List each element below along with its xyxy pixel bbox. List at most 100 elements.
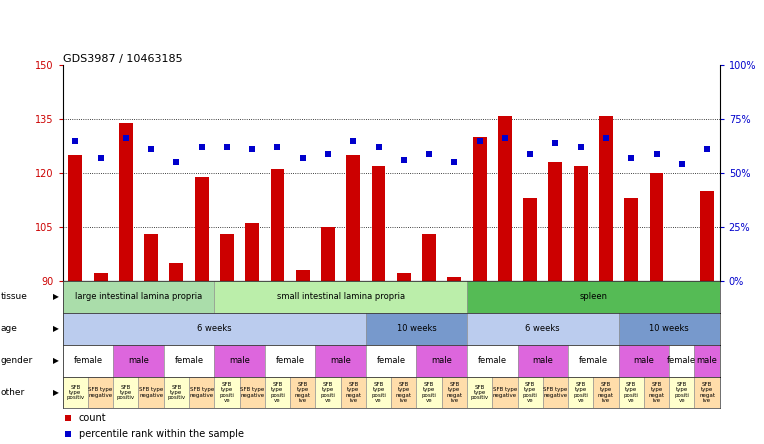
Bar xyxy=(214,281,467,313)
Text: ▶: ▶ xyxy=(53,324,59,333)
Point xyxy=(600,135,612,142)
Text: SFB
type
negat
ive: SFB type negat ive xyxy=(446,382,462,403)
Text: SFB
type
negat
ive: SFB type negat ive xyxy=(295,382,311,403)
Bar xyxy=(195,177,209,281)
Text: male: male xyxy=(633,356,654,365)
Bar xyxy=(316,345,366,377)
Bar xyxy=(220,234,234,281)
Text: SFB type
negative: SFB type negative xyxy=(493,387,517,398)
Bar xyxy=(517,345,568,377)
Text: female: female xyxy=(73,356,102,365)
Bar xyxy=(240,377,265,408)
Bar xyxy=(321,227,335,281)
Bar xyxy=(467,345,517,377)
Point xyxy=(196,143,208,151)
Text: ▶: ▶ xyxy=(53,388,59,397)
Text: other: other xyxy=(1,388,25,397)
Text: SFB
type
negat
ive: SFB type negat ive xyxy=(649,382,665,403)
Text: SFB
type
negat
ive: SFB type negat ive xyxy=(396,382,412,403)
Bar xyxy=(68,155,83,281)
Bar xyxy=(416,345,467,377)
Text: male: male xyxy=(229,356,250,365)
Point xyxy=(625,155,637,162)
Bar xyxy=(568,345,619,377)
Text: SFB
type
positi
ve: SFB type positi ve xyxy=(675,382,689,403)
Bar xyxy=(270,169,284,281)
Text: SFB
type
positi
ve: SFB type positi ve xyxy=(523,382,538,403)
Bar xyxy=(523,198,537,281)
Point xyxy=(62,414,74,421)
Point xyxy=(95,155,107,162)
Text: female: female xyxy=(276,356,305,365)
Bar xyxy=(619,313,720,345)
Point xyxy=(296,155,309,162)
Bar xyxy=(290,377,316,408)
Text: SFB
type
positiv: SFB type positiv xyxy=(471,385,489,400)
Bar xyxy=(94,274,108,281)
Bar xyxy=(599,115,613,281)
Text: SFB
type
positi
ve: SFB type positi ve xyxy=(573,382,588,403)
Text: SFB type
negative: SFB type negative xyxy=(139,387,163,398)
Text: age: age xyxy=(1,324,18,333)
Bar xyxy=(694,345,720,377)
Text: SFB
type
positi
ve: SFB type positi ve xyxy=(270,382,285,403)
Point xyxy=(474,137,486,144)
Text: female: female xyxy=(667,356,696,365)
Bar xyxy=(113,377,138,408)
Text: SFB
type
positiv: SFB type positiv xyxy=(167,385,186,400)
Bar xyxy=(568,377,594,408)
Text: SFB
type
negat
ive: SFB type negat ive xyxy=(598,382,614,403)
Point xyxy=(120,135,132,142)
Bar xyxy=(113,345,163,377)
Bar xyxy=(467,313,619,345)
Text: male: male xyxy=(330,356,351,365)
Point xyxy=(372,143,384,151)
Point xyxy=(423,150,435,157)
Point xyxy=(322,150,334,157)
Bar xyxy=(416,377,442,408)
Point xyxy=(701,146,713,153)
Text: SFB
type
negat
ive: SFB type negat ive xyxy=(345,382,361,403)
Text: SFB
type
positi
ve: SFB type positi ve xyxy=(371,382,386,403)
Text: percentile rank within the sample: percentile rank within the sample xyxy=(79,429,244,440)
Text: ▶: ▶ xyxy=(53,356,59,365)
Bar xyxy=(163,345,214,377)
Bar xyxy=(700,191,714,281)
Text: SFB
type
positi
ve: SFB type positi ve xyxy=(219,382,235,403)
Point xyxy=(524,150,536,157)
Bar xyxy=(422,234,436,281)
Text: female: female xyxy=(579,356,608,365)
Text: 10 weeks: 10 weeks xyxy=(397,324,436,333)
Point xyxy=(62,431,74,438)
Bar xyxy=(245,223,259,281)
Text: SFB
type
positi
ve: SFB type positi ve xyxy=(321,382,335,403)
Bar xyxy=(316,377,341,408)
Text: 6 weeks: 6 weeks xyxy=(197,324,231,333)
Point xyxy=(499,135,511,142)
Text: female: female xyxy=(174,356,203,365)
Bar xyxy=(448,277,461,281)
Bar xyxy=(63,313,366,345)
Bar xyxy=(549,162,562,281)
Bar xyxy=(163,377,189,408)
Bar xyxy=(341,377,366,408)
Bar xyxy=(594,377,619,408)
Bar xyxy=(371,166,386,281)
Text: ▶: ▶ xyxy=(53,292,59,301)
Bar xyxy=(517,377,542,408)
Bar xyxy=(346,155,360,281)
Text: female: female xyxy=(377,356,406,365)
Bar xyxy=(467,281,720,313)
Point xyxy=(170,159,183,166)
Text: count: count xyxy=(79,413,106,423)
Text: SFB
type
positi
ve: SFB type positi ve xyxy=(623,382,639,403)
Text: male: male xyxy=(533,356,553,365)
Bar xyxy=(644,377,669,408)
Bar xyxy=(619,345,669,377)
Bar xyxy=(467,377,492,408)
Point xyxy=(347,137,359,144)
Bar xyxy=(694,377,720,408)
Text: large intestinal lamina propria: large intestinal lamina propria xyxy=(75,292,202,301)
Point xyxy=(575,143,587,151)
Point xyxy=(448,159,461,166)
